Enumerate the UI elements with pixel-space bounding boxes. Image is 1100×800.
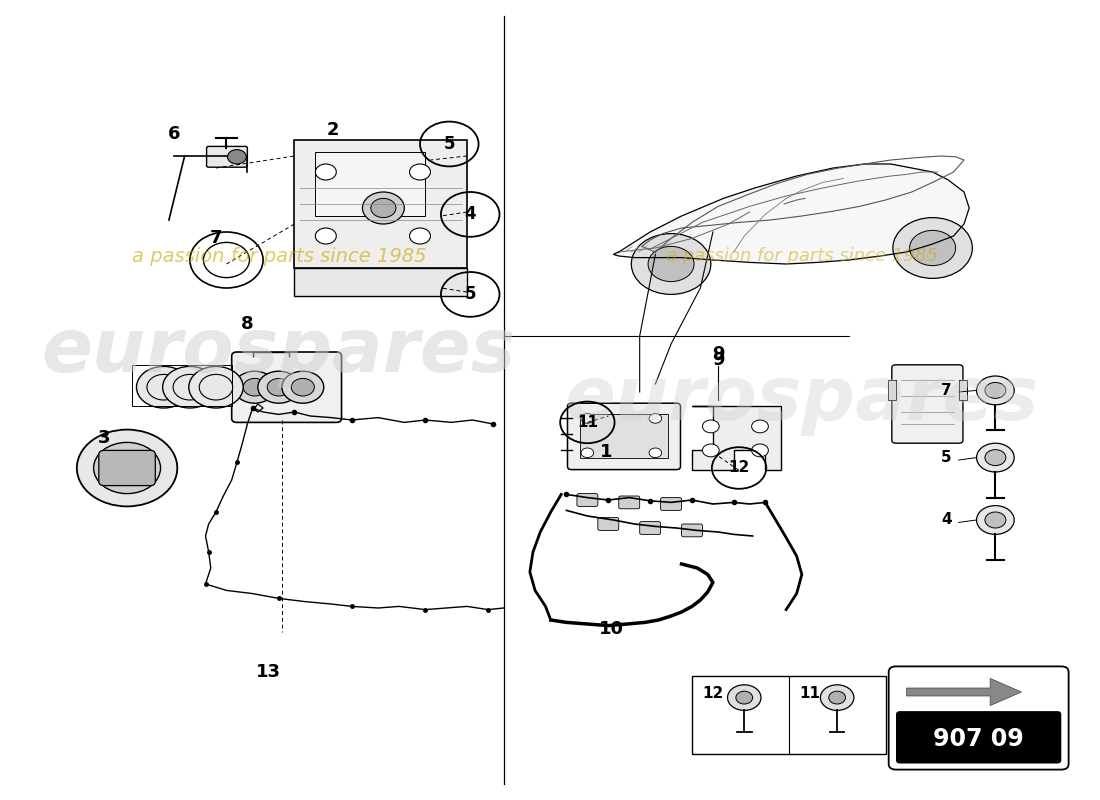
FancyBboxPatch shape [682, 524, 703, 537]
FancyBboxPatch shape [568, 403, 681, 470]
Polygon shape [906, 678, 1022, 706]
Text: eurospares: eurospares [564, 363, 1040, 437]
Text: a passion for parts since 1985: a passion for parts since 1985 [132, 246, 426, 266]
Circle shape [984, 382, 1005, 398]
FancyBboxPatch shape [889, 666, 1068, 770]
Text: 1: 1 [600, 443, 613, 461]
FancyBboxPatch shape [576, 494, 597, 506]
Circle shape [409, 164, 430, 180]
Text: 11: 11 [800, 686, 821, 701]
Circle shape [910, 230, 956, 266]
Text: 7: 7 [210, 230, 222, 247]
Circle shape [649, 414, 662, 423]
Circle shape [409, 228, 430, 244]
Text: 10: 10 [598, 620, 624, 638]
Circle shape [267, 378, 290, 396]
FancyBboxPatch shape [295, 140, 468, 268]
Circle shape [189, 366, 243, 408]
FancyBboxPatch shape [896, 711, 1062, 763]
Circle shape [228, 150, 246, 164]
Text: 5: 5 [464, 286, 476, 303]
FancyBboxPatch shape [580, 414, 668, 458]
Text: 13: 13 [256, 663, 280, 681]
Circle shape [648, 246, 694, 282]
Text: eurospares: eurospares [42, 315, 516, 389]
Text: 907 09: 907 09 [933, 727, 1024, 751]
Text: 6: 6 [168, 126, 180, 143]
Text: 8: 8 [241, 315, 254, 333]
Circle shape [257, 371, 299, 403]
Text: 12: 12 [728, 461, 750, 475]
Circle shape [828, 691, 846, 704]
FancyBboxPatch shape [316, 152, 426, 216]
Circle shape [136, 366, 191, 408]
Text: 3: 3 [98, 430, 110, 447]
Circle shape [736, 691, 752, 704]
Text: 5: 5 [443, 135, 455, 153]
Circle shape [727, 685, 761, 710]
Circle shape [893, 218, 972, 278]
Polygon shape [614, 164, 969, 264]
Circle shape [977, 376, 1014, 405]
FancyBboxPatch shape [232, 352, 341, 422]
Text: 4: 4 [464, 206, 476, 223]
Circle shape [163, 366, 217, 408]
FancyBboxPatch shape [888, 380, 896, 400]
Circle shape [363, 192, 405, 224]
Circle shape [631, 234, 711, 294]
Circle shape [581, 414, 594, 423]
Circle shape [316, 228, 337, 244]
Text: 4: 4 [940, 513, 952, 527]
FancyBboxPatch shape [597, 518, 619, 530]
Circle shape [292, 378, 315, 396]
Circle shape [316, 164, 337, 180]
Circle shape [984, 512, 1005, 528]
Text: 7: 7 [940, 383, 952, 398]
FancyBboxPatch shape [207, 146, 248, 167]
Circle shape [751, 420, 769, 433]
Circle shape [821, 685, 854, 710]
Circle shape [984, 450, 1005, 466]
Text: 5: 5 [940, 450, 952, 465]
Text: a passion for parts since 1985: a passion for parts since 1985 [666, 247, 938, 265]
FancyBboxPatch shape [892, 365, 962, 443]
Circle shape [234, 371, 276, 403]
Circle shape [703, 444, 719, 457]
Circle shape [94, 442, 161, 494]
Circle shape [751, 444, 769, 457]
Circle shape [977, 506, 1014, 534]
Circle shape [282, 371, 323, 403]
FancyBboxPatch shape [661, 498, 682, 510]
Text: 2: 2 [327, 121, 340, 138]
FancyBboxPatch shape [959, 380, 967, 400]
FancyBboxPatch shape [619, 496, 640, 509]
Circle shape [243, 378, 266, 396]
FancyBboxPatch shape [295, 268, 468, 296]
Text: 11: 11 [576, 415, 598, 430]
Text: 9: 9 [712, 346, 725, 363]
FancyBboxPatch shape [99, 450, 155, 486]
Circle shape [977, 443, 1014, 472]
Text: 9: 9 [712, 351, 725, 369]
Polygon shape [692, 406, 781, 470]
Circle shape [77, 430, 177, 506]
Circle shape [371, 198, 396, 218]
Text: 12: 12 [703, 686, 724, 701]
Circle shape [703, 420, 719, 433]
Circle shape [581, 448, 594, 458]
Circle shape [649, 448, 662, 458]
FancyBboxPatch shape [640, 522, 661, 534]
